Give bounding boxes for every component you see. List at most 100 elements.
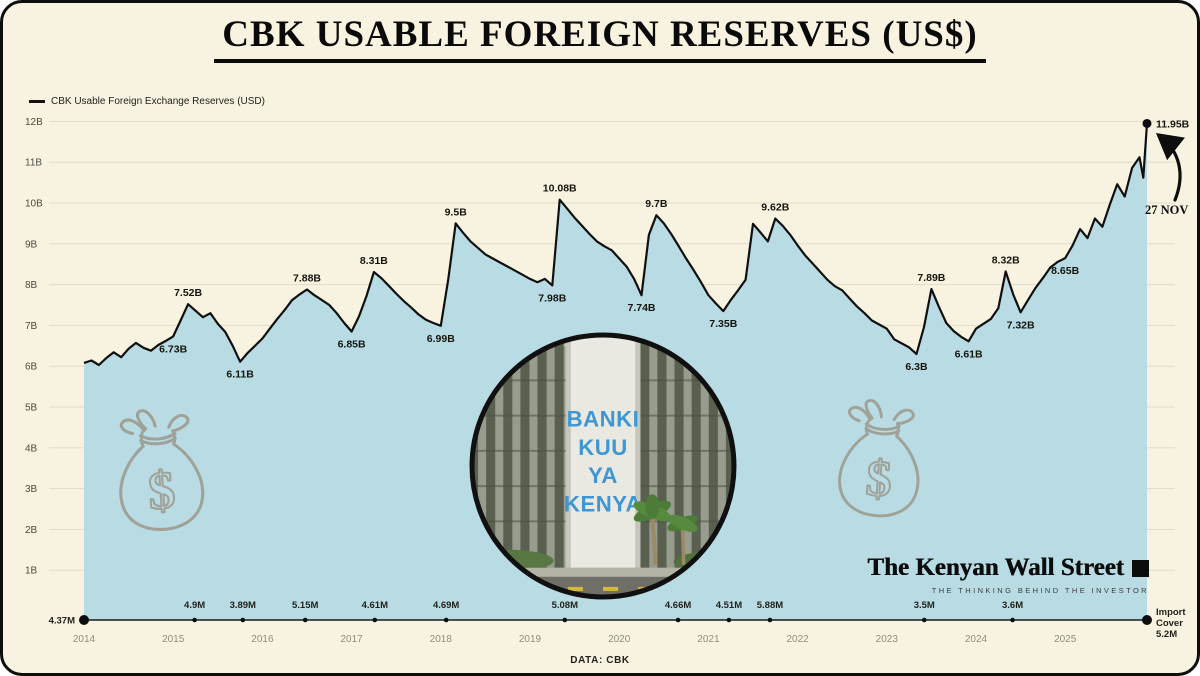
data-point-label: 9.7B [645,198,668,210]
x-axis-label: 2020 [608,634,631,645]
logo-mark-icon [1132,559,1149,577]
logo-tagline: THE THINKING BEHIND THE INVESTOR [931,586,1149,595]
data-point-label: 10.08B [543,183,577,195]
import-cover-end-label: Cover [1156,618,1183,629]
axis-end-dot [1141,615,1152,625]
data-point-dot [1142,118,1152,128]
import-cover-end-label: 5.2M [1156,629,1177,640]
data-point-label: 6.61B [955,348,983,360]
import-cover-label: 4.51M [716,600,742,611]
import-cover-dot [240,617,246,623]
import-cover-label: 3.5M [914,600,935,611]
data-point-label: 7.74B [627,302,655,314]
data-point-label: 6.99B [427,333,455,345]
cbk-sign-line: BANKI [567,407,640,432]
data-point-label: 7.52B [174,287,202,299]
import-cover-label: 4.69M [433,600,459,611]
x-axis-label: 2015 [162,634,185,645]
x-axis-label: 2017 [340,634,363,645]
y-axis-label: 4B [25,443,38,454]
cbk-building-photo: BANKI KUU YA KENYA [469,332,737,600]
x-axis-label: 2016 [251,634,274,645]
data-source: DATA: CBK [570,655,630,666]
import-cover-dot [726,617,732,623]
x-axis-label: 2014 [73,634,96,645]
y-axis-label: 6B [25,362,38,373]
logo-wordmark: The Kenyan Wall Street [867,554,1124,581]
import-cover-label: 4.9M [184,600,205,611]
data-point-label: 8.65B [1051,265,1079,277]
tower-edge-right [635,335,641,568]
import-cover-label: 4.61M [362,600,388,611]
data-point-label: 7.89B [917,272,945,284]
logo-wordmark-row: The Kenyan Wall Street [867,554,1149,582]
photo-ring [469,332,737,600]
legend-label: CBK Usable Foreign Exchange Reserves (US… [51,96,265,107]
kenyan-wall-street-logo: The Kenyan Wall Street THE THINKING BEHI… [867,554,1149,595]
photo-scene: BANKI KUU YA KENYA [472,335,734,597]
import-cover-end-label: Import [1156,607,1186,618]
y-axis-label: 5B [25,403,38,414]
import-cover-dot [675,617,681,623]
annotation-date-label: 27 NOV [1145,203,1188,217]
x-axis-label: 2023 [876,634,899,645]
x-axis-label: 2018 [430,634,453,645]
import-cover-dot [1010,617,1015,623]
x-axis-label: 2024 [965,634,988,645]
import-cover-label: 3.89M [230,600,256,611]
import-cover-dot [443,617,449,623]
import-cover-dot [767,617,773,623]
sign-tower [565,335,641,568]
palm-tree-icon [633,494,672,565]
import-cover-dot [192,617,197,623]
import-cover-dot [302,617,308,623]
data-point-label: 8.31B [360,255,388,267]
cbk-sign-line: KUU [578,435,628,460]
data-point-label: 6.11B [226,369,254,381]
data-point-label: 6.3B [905,361,928,373]
page-title: CBK USABLE FOREIGN RESERVES (US$) [214,13,986,63]
title-wrap: CBK USABLE FOREIGN RESERVES (US$) [3,13,1197,63]
x-axis-label: 2019 [519,634,542,645]
data-point-label: 7.32B [1007,319,1035,331]
money-bag-icon-left: $ [113,405,207,534]
y-axis-label: 2B [25,525,38,536]
x-axis-label: 2022 [786,634,809,645]
import-cover-label: 5.08M [552,600,578,611]
data-point-label: 6.85B [338,339,366,351]
y-axis-label: 3B [25,484,38,495]
import-cover-label: 5.15M [292,600,318,611]
legend-line-swatch [29,100,45,103]
tower-edge-left [565,335,571,568]
import-cover-dot [562,617,568,623]
cbk-sign-line: YA [588,463,618,488]
import-cover-dot [921,617,927,623]
chart-legend: CBK Usable Foreign Exchange Reserves (US… [29,96,265,107]
data-point-label: 7.35B [709,318,737,330]
data-point-label: 11.95B [1156,118,1190,130]
data-point-label: 7.88B [293,272,321,284]
x-axis-label: 2021 [697,634,720,645]
import-cover-label: 4.66M [665,600,691,611]
y-axis-label: 1B [25,566,38,577]
y-axis-label: 11B [25,158,42,169]
y-axis-label: 7B [25,321,38,332]
road-markings [497,586,724,591]
axis-start-dot [79,615,89,625]
y-axis-label: 8B [25,280,38,291]
data-point-label: 9.62B [761,202,789,214]
cbk-sign-line: KENYA [564,491,642,516]
sidewalk [472,567,734,577]
y-axis-label: 9B [25,239,38,250]
data-point-label: 7.98B [538,292,566,304]
import-cover-label: 4.37M [49,616,75,627]
import-cover-label: 3.6M [1002,600,1023,611]
reserves-line [83,123,1149,367]
y-axis-label: 10B [25,199,43,210]
import-cover-label: 5.88M [757,600,783,611]
data-point-label: 9.5B [445,206,468,218]
import-cover-dot [372,617,378,623]
data-point-label: 6.73B [159,343,187,355]
y-axis-label: 12B [25,117,43,128]
